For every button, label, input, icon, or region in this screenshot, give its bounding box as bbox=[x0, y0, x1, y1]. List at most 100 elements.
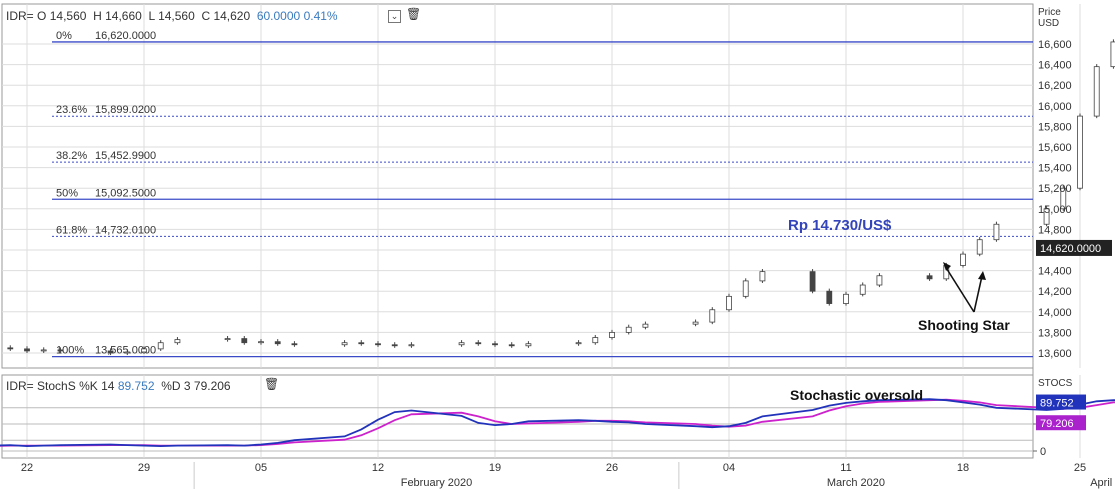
candle-body bbox=[40, 349, 47, 352]
low-label: L bbox=[148, 9, 155, 23]
candle-body bbox=[1077, 115, 1083, 189]
fib-level-label: 38.2% bbox=[56, 150, 87, 162]
stoch-d-line bbox=[0, 398, 1115, 447]
candle-body bbox=[341, 342, 348, 346]
symbol-label: IDR= bbox=[6, 9, 34, 23]
candle-body bbox=[960, 253, 966, 266]
candle-body bbox=[525, 343, 532, 347]
date-tick-label: 29 bbox=[138, 462, 150, 474]
arrow-line bbox=[973, 275, 983, 313]
date-tick-label: 22 bbox=[21, 462, 33, 474]
open-value: 14,560 bbox=[49, 9, 87, 23]
candle-body bbox=[575, 342, 582, 345]
fib-level-value: 16,620.0000 bbox=[95, 30, 156, 42]
candle-body bbox=[625, 326, 632, 333]
candle-body bbox=[976, 239, 983, 255]
close-value: 14,620 bbox=[213, 9, 251, 23]
price-note: Rp 14.730/US$ bbox=[788, 217, 892, 234]
candle-body bbox=[876, 275, 883, 286]
fib-level-label: 61.8% bbox=[56, 224, 87, 236]
candle-body bbox=[742, 280, 749, 297]
trash-icon[interactable]: 🗑︎ bbox=[264, 377, 280, 391]
price-tick-label: 14,800 bbox=[1038, 224, 1072, 236]
fibonacci-retracement[interactable]: 0% 16,620.0000 23.6% 15,899.0200 38.2% 15,452… bbox=[52, 30, 1033, 358]
date-tick-label: 26 bbox=[606, 462, 618, 474]
price-panel-frame bbox=[1, 3, 1034, 369]
candle-body bbox=[224, 338, 231, 341]
osc-d-period: 3 bbox=[183, 379, 191, 393]
change-pct-value: 0.41% bbox=[303, 9, 338, 23]
fib-level-value: 13,565.0000 bbox=[95, 345, 156, 357]
price-tick-label: 16,400 bbox=[1038, 60, 1072, 72]
month-label: April 2020 bbox=[1090, 477, 1115, 489]
high-label: H bbox=[93, 9, 102, 23]
open-label: O bbox=[37, 9, 47, 23]
chevron-down-icon[interactable]: ⌄ bbox=[388, 10, 401, 23]
annotations: Rp 14.730/US$ Shooting Star Stochastic ove… bbox=[788, 217, 1010, 403]
month-label: March 2020 bbox=[827, 477, 885, 489]
candle-body bbox=[1060, 187, 1067, 210]
price-tick-label: 13,600 bbox=[1038, 348, 1072, 360]
date-tick-label: 04 bbox=[723, 462, 735, 474]
arrow-head bbox=[978, 271, 986, 280]
price-tick-label: 13,800 bbox=[1038, 327, 1072, 339]
trash-icon[interactable]: 🗑︎ bbox=[406, 7, 422, 21]
price-axis-title: USD bbox=[1038, 18, 1059, 29]
price-tick-label: 15,400 bbox=[1038, 163, 1072, 175]
fib-level-label: 50% bbox=[56, 187, 78, 199]
candle-body bbox=[391, 344, 398, 347]
price-header: IDR= O 14,560 H 14,660 L 14,560 C 14,620… bbox=[6, 9, 338, 23]
date-tick-label: 19 bbox=[489, 462, 501, 474]
fib-level-value: 14,732.0100 bbox=[95, 224, 156, 236]
date-tick-label: 25 bbox=[1074, 462, 1086, 474]
candle-body bbox=[7, 347, 14, 350]
candle-body bbox=[993, 223, 1000, 241]
candle-body bbox=[241, 338, 248, 344]
shooting-star-label: Shooting Star bbox=[918, 317, 1010, 333]
price-tick-label: 16,000 bbox=[1038, 101, 1072, 113]
candle-body bbox=[692, 321, 699, 325]
candle-body bbox=[642, 323, 649, 328]
month-label: February 2020 bbox=[401, 477, 473, 489]
candle-body bbox=[174, 339, 181, 344]
osc-axis-title: STOCS bbox=[1038, 378, 1073, 389]
date-tick-label: 18 bbox=[957, 462, 969, 474]
candle-body bbox=[1093, 66, 1100, 117]
candle-body bbox=[809, 271, 816, 292]
osc-symbol: IDR= bbox=[6, 379, 34, 393]
fib-level-label: 100% bbox=[56, 345, 84, 357]
candle-body bbox=[592, 337, 599, 344]
candle-body bbox=[274, 341, 281, 345]
candle-body bbox=[826, 290, 833, 304]
candle-body bbox=[258, 341, 264, 344]
candle-body bbox=[408, 344, 415, 347]
price-tick-label: 15,600 bbox=[1038, 142, 1072, 154]
date-tick-label: 11 bbox=[840, 462, 851, 474]
price-tick-label: 14,000 bbox=[1038, 307, 1072, 319]
stochastic-oscillator bbox=[0, 398, 1115, 448]
candle-body bbox=[375, 343, 381, 346]
fib-level-value: 15,092.5000 bbox=[95, 187, 156, 199]
change-value: 60.0000 bbox=[256, 9, 301, 23]
candle-body bbox=[508, 344, 515, 347]
stoch-k-line bbox=[0, 398, 1115, 448]
osc-k-period: 14 bbox=[101, 379, 115, 393]
date-tick-label: 05 bbox=[255, 462, 267, 474]
candle-body bbox=[141, 348, 147, 353]
candle-body bbox=[1043, 208, 1050, 225]
candle-body bbox=[726, 295, 732, 311]
candle-body bbox=[759, 271, 766, 282]
osc-d-label: %D bbox=[161, 379, 181, 393]
stoch-k-badge-label: 89.752 bbox=[1040, 398, 1074, 410]
arrow-head bbox=[943, 262, 951, 271]
osc-k-label: %K bbox=[79, 379, 98, 393]
stoch-d-badge-label: 79.206 bbox=[1040, 418, 1074, 430]
price-tick-label: 15,000 bbox=[1038, 204, 1072, 216]
osc-d-value: 79.206 bbox=[193, 379, 231, 393]
arrow-line bbox=[944, 265, 975, 313]
candle-body bbox=[107, 350, 114, 354]
candle-body bbox=[358, 342, 365, 345]
candle-body bbox=[609, 331, 615, 338]
last-price-label: 14,620.0000 bbox=[1040, 243, 1101, 255]
